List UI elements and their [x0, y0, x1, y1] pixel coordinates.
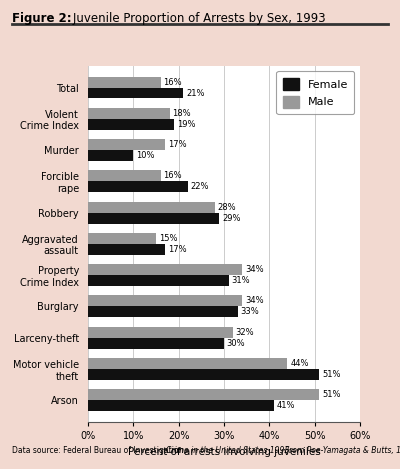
Text: 22%: 22%	[190, 182, 209, 191]
Bar	[88, 400, 274, 411]
Text: From Poe-Yamagata & Butts, 1996.: From Poe-Yamagata & Butts, 1996.	[280, 446, 400, 455]
Bar	[88, 295, 242, 306]
Text: 44%: 44%	[290, 359, 309, 368]
Text: 19%: 19%	[177, 120, 195, 129]
Text: 51%: 51%	[322, 390, 340, 399]
Bar	[88, 119, 174, 130]
Bar	[88, 244, 165, 255]
Text: 34%: 34%	[245, 265, 264, 274]
Text: 29%: 29%	[222, 213, 241, 223]
Text: 33%: 33%	[240, 307, 259, 317]
Text: 16%: 16%	[163, 77, 182, 87]
Bar	[88, 182, 188, 192]
Bar	[88, 170, 160, 182]
Bar	[88, 358, 288, 369]
Text: 31%: 31%	[231, 276, 250, 285]
Bar	[88, 338, 224, 348]
Text: 21%: 21%	[186, 89, 204, 98]
Legend: Female, Male: Female, Male	[276, 71, 354, 114]
Bar	[88, 306, 238, 318]
Text: 41%: 41%	[276, 401, 295, 410]
Bar	[88, 369, 319, 380]
Text: 28%: 28%	[218, 203, 236, 212]
Text: Data source: Federal Bureau of Investigation,: Data source: Federal Bureau of Investiga…	[12, 446, 186, 455]
Bar	[88, 88, 183, 98]
Text: Juvenile Proportion of Arrests by Sex, 1993: Juvenile Proportion of Arrests by Sex, 1…	[58, 12, 326, 25]
Text: Crime in the United States 1993.: Crime in the United States 1993.	[166, 446, 292, 455]
Bar	[88, 233, 156, 244]
Text: 17%: 17%	[168, 140, 186, 149]
Bar	[88, 108, 170, 119]
Text: 30%: 30%	[227, 339, 245, 348]
Bar	[88, 212, 220, 224]
Bar	[88, 264, 242, 275]
Text: 15%: 15%	[159, 234, 177, 243]
Text: 32%: 32%	[236, 328, 254, 337]
Bar	[88, 202, 215, 212]
Text: Figure 2:: Figure 2:	[12, 12, 72, 25]
Text: 16%: 16%	[163, 171, 182, 181]
Bar	[88, 275, 228, 286]
Text: 34%: 34%	[245, 296, 264, 305]
Bar	[88, 327, 233, 338]
Bar	[88, 389, 319, 400]
Text: 10%: 10%	[136, 151, 154, 160]
Bar	[88, 150, 133, 161]
X-axis label: Percent of arrests involving juveniles: Percent of arrests involving juveniles	[128, 446, 320, 457]
Bar	[88, 139, 165, 150]
Text: 17%: 17%	[168, 245, 186, 254]
Bar	[88, 76, 160, 88]
Text: 18%: 18%	[172, 109, 191, 118]
Text: 51%: 51%	[322, 370, 340, 379]
